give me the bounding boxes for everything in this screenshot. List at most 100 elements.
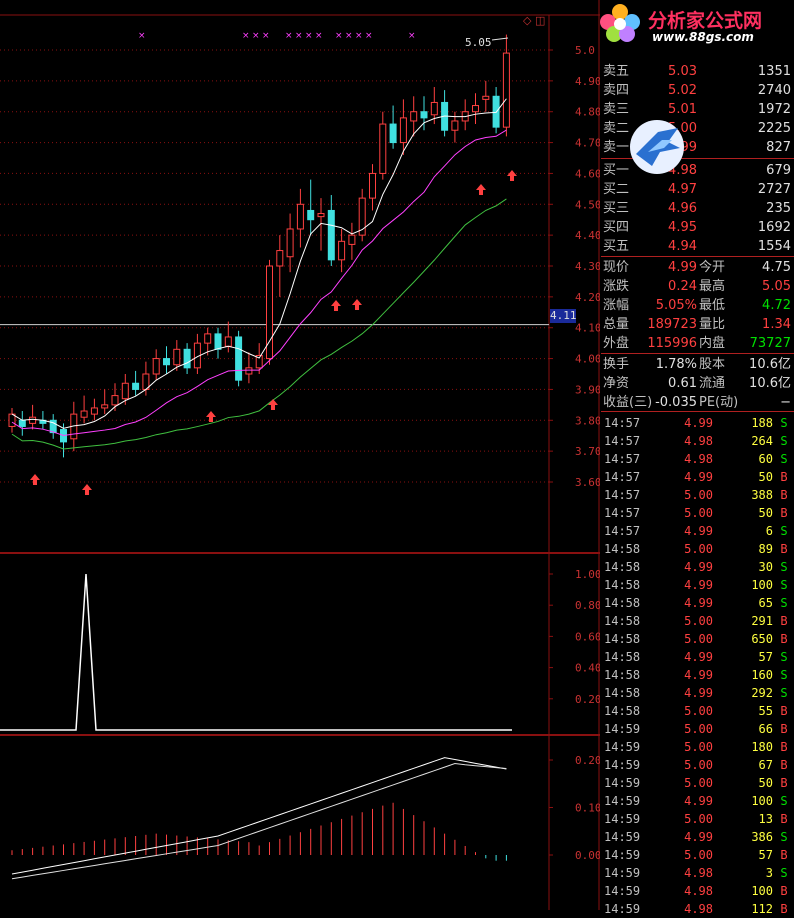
candle-body [101, 404, 109, 409]
candle-body [307, 209, 315, 221]
order-price: 5.02 [668, 83, 697, 98]
tick-side: B [780, 902, 788, 916]
tick-side: B [780, 614, 788, 628]
tick-time: 14:59 [604, 794, 641, 808]
tick-price: 5.00 [684, 632, 713, 646]
quote-panel: 卖五 5.03 1351 卖四 5.02 2740 卖三 5.01 1972 卖二 5.00 2225… [601, 0, 794, 916]
tick-volume: 650 [751, 632, 773, 646]
order-label: 卖三 [603, 102, 630, 117]
chart-toolbar-icon[interactable]: ◇ ◫ [523, 14, 546, 27]
tick-volume: 292 [751, 686, 773, 700]
tick-row: 14:59 4.99 386 S [601, 828, 794, 846]
bird-watermark-icon [630, 120, 684, 174]
tick-volume: 50 [758, 470, 773, 484]
candle-body [204, 333, 212, 344]
candle-body [224, 336, 232, 347]
buy-order-row: 买一 4.98 679 [601, 161, 794, 180]
indicator-axis-label: 0.60 [575, 630, 600, 643]
stat-row: 净资 0.61 流通 10.6亿 [601, 374, 794, 393]
tick-row: 14:58 5.00 89 B [601, 540, 794, 558]
stat-label: 涨跌 [603, 279, 630, 294]
signal-x-marker: × [365, 31, 373, 41]
tick-price: 5.00 [684, 614, 713, 628]
tick-row: 14:59 4.98 3 S [601, 864, 794, 882]
tick-time: 14:57 [604, 524, 641, 538]
tick-time: 14:58 [604, 542, 641, 556]
tick-row: 14:57 4.99 50 B [601, 468, 794, 486]
tick-row: 14:58 5.00 55 B [601, 702, 794, 720]
indicator-axis-label: 0.40 [575, 662, 600, 675]
candle-body [369, 172, 376, 199]
tick-volume: 6 [765, 524, 773, 538]
tick-price: 4.99 [684, 650, 713, 664]
stat-row: 涨跌 0.24 最高 5.05 [601, 277, 794, 296]
tick-volume: 100 [751, 578, 773, 592]
tick-volume: 291 [751, 614, 773, 628]
tick-side: S [780, 686, 788, 700]
stat-value: 10.6亿 [749, 376, 791, 391]
tick-volume: 57 [758, 848, 773, 862]
tick-row: 14:58 5.00 650 B [601, 630, 794, 648]
watermark-title: 分析家公式网 [648, 10, 763, 32]
candle-body [451, 120, 459, 131]
tick-row: 14:59 4.98 112 B [601, 900, 794, 918]
tick-row: 14:57 4.99 188 S [601, 414, 794, 432]
signal-x-marker: × [408, 31, 416, 41]
tick-volume: 388 [751, 488, 773, 502]
order-volume: 1554 [757, 239, 791, 254]
price-axis-label: 3.90 [575, 383, 600, 396]
tick-price: 4.98 [684, 902, 713, 916]
buy-signal-arrow-icon [476, 184, 486, 195]
tick-time: 14:59 [604, 776, 641, 790]
tick-price: 4.99 [684, 470, 713, 484]
tick-row: 14:58 4.99 65 S [601, 594, 794, 612]
panel-separator [601, 353, 794, 354]
stat-value: 4.75 [762, 260, 791, 275]
tick-volume: 188 [751, 416, 773, 430]
price-axis-label: 4.70 [575, 137, 600, 150]
price-axis-label: 4.10 [575, 322, 600, 335]
buy-signal-arrow-icon [82, 484, 92, 495]
buy-order-row: 买三 4.96 235 [601, 199, 794, 218]
stat-label: 涨幅 [603, 298, 630, 313]
candle-body [379, 123, 387, 174]
order-label: 买三 [603, 201, 630, 216]
stat-value: 73727 [749, 336, 791, 351]
indicator-line [0, 573, 512, 731]
candle-body [163, 358, 170, 366]
stat-row: 外盘 115996 内盘 73727 [601, 334, 794, 353]
stat-label: 净资 [603, 376, 630, 391]
stat-row: 现价 4.99 今开 4.75 [601, 258, 794, 277]
tick-side: S [780, 560, 788, 574]
tick-side: S [780, 830, 788, 844]
signal-x-marker: × [305, 31, 313, 41]
flower-logo-icon [600, 4, 640, 42]
tick-price: 5.00 [684, 776, 713, 790]
order-label: 卖四 [603, 83, 630, 98]
order-price: 4.94 [668, 239, 697, 254]
tick-time: 14:57 [604, 452, 641, 466]
price-axis-label: 4.60 [575, 167, 600, 180]
tick-time: 14:57 [604, 506, 641, 520]
order-volume: 1351 [757, 64, 791, 79]
order-price: 4.96 [668, 201, 697, 216]
stat-row: 收益(三) -0.035 PE(动) − [601, 393, 794, 412]
stat-label: 最高 [699, 279, 726, 294]
indicator-axis-label: 0.80 [575, 599, 600, 612]
candle-body [245, 367, 253, 375]
price-axis-label: 4.90 [575, 75, 600, 88]
tick-side: S [780, 668, 788, 682]
stat-value: 1.78% [655, 357, 697, 372]
panel-separator [601, 256, 794, 257]
tick-price: 5.00 [684, 722, 713, 736]
order-price: 5.03 [668, 64, 697, 79]
tick-side: B [780, 488, 788, 502]
tick-time: 14:59 [604, 848, 641, 862]
kline-chart-area[interactable]: 5.0 4.90 4.80 4.70 4.60 4.50 4.40 4.30 4.20 4.10 4… [0, 0, 600, 910]
signal-x-marker: × [138, 31, 146, 41]
candle-body [327, 209, 335, 261]
tick-time: 14:58 [604, 614, 641, 628]
tick-row: 14:59 4.98 100 B [601, 882, 794, 900]
kline-chart-svg[interactable]: 5.04.904.804.704.604.504.404.304.204.104… [0, 0, 600, 910]
candle-body [420, 111, 428, 119]
